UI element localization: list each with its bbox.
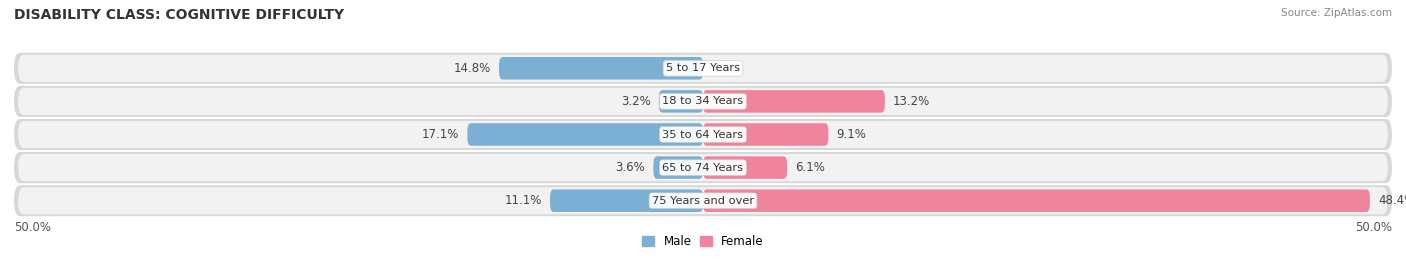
Text: 11.1%: 11.1% <box>505 194 541 207</box>
Text: 6.1%: 6.1% <box>796 161 825 174</box>
Text: 3.6%: 3.6% <box>616 161 645 174</box>
Text: 13.2%: 13.2% <box>893 95 931 108</box>
FancyBboxPatch shape <box>703 189 1369 212</box>
Text: Source: ZipAtlas.com: Source: ZipAtlas.com <box>1281 8 1392 18</box>
Text: 9.1%: 9.1% <box>837 128 866 141</box>
Text: 3.2%: 3.2% <box>621 95 651 108</box>
Text: 50.0%: 50.0% <box>14 221 51 233</box>
FancyBboxPatch shape <box>14 86 1392 117</box>
Text: 0.0%: 0.0% <box>711 62 741 75</box>
FancyBboxPatch shape <box>467 123 703 146</box>
FancyBboxPatch shape <box>703 90 884 113</box>
FancyBboxPatch shape <box>18 187 1388 214</box>
FancyBboxPatch shape <box>550 189 703 212</box>
FancyBboxPatch shape <box>654 156 703 179</box>
FancyBboxPatch shape <box>18 55 1388 82</box>
FancyBboxPatch shape <box>18 154 1388 181</box>
Text: 35 to 64 Years: 35 to 64 Years <box>662 129 744 140</box>
Text: 18 to 34 Years: 18 to 34 Years <box>662 96 744 107</box>
FancyBboxPatch shape <box>659 90 703 113</box>
Text: 50.0%: 50.0% <box>1355 221 1392 233</box>
Text: 65 to 74 Years: 65 to 74 Years <box>662 162 744 173</box>
FancyBboxPatch shape <box>703 123 828 146</box>
FancyBboxPatch shape <box>703 156 787 179</box>
Text: 48.4%: 48.4% <box>1378 194 1406 207</box>
FancyBboxPatch shape <box>14 119 1392 150</box>
FancyBboxPatch shape <box>499 57 703 80</box>
Legend: Male, Female: Male, Female <box>637 230 769 253</box>
FancyBboxPatch shape <box>14 185 1392 216</box>
Text: 17.1%: 17.1% <box>422 128 460 141</box>
FancyBboxPatch shape <box>14 53 1392 84</box>
FancyBboxPatch shape <box>14 152 1392 183</box>
FancyBboxPatch shape <box>18 121 1388 148</box>
Text: 75 Years and over: 75 Years and over <box>652 196 754 206</box>
Text: 5 to 17 Years: 5 to 17 Years <box>666 63 740 73</box>
Text: DISABILITY CLASS: COGNITIVE DIFFICULTY: DISABILITY CLASS: COGNITIVE DIFFICULTY <box>14 8 344 22</box>
FancyBboxPatch shape <box>18 88 1388 115</box>
Text: 14.8%: 14.8% <box>454 62 491 75</box>
